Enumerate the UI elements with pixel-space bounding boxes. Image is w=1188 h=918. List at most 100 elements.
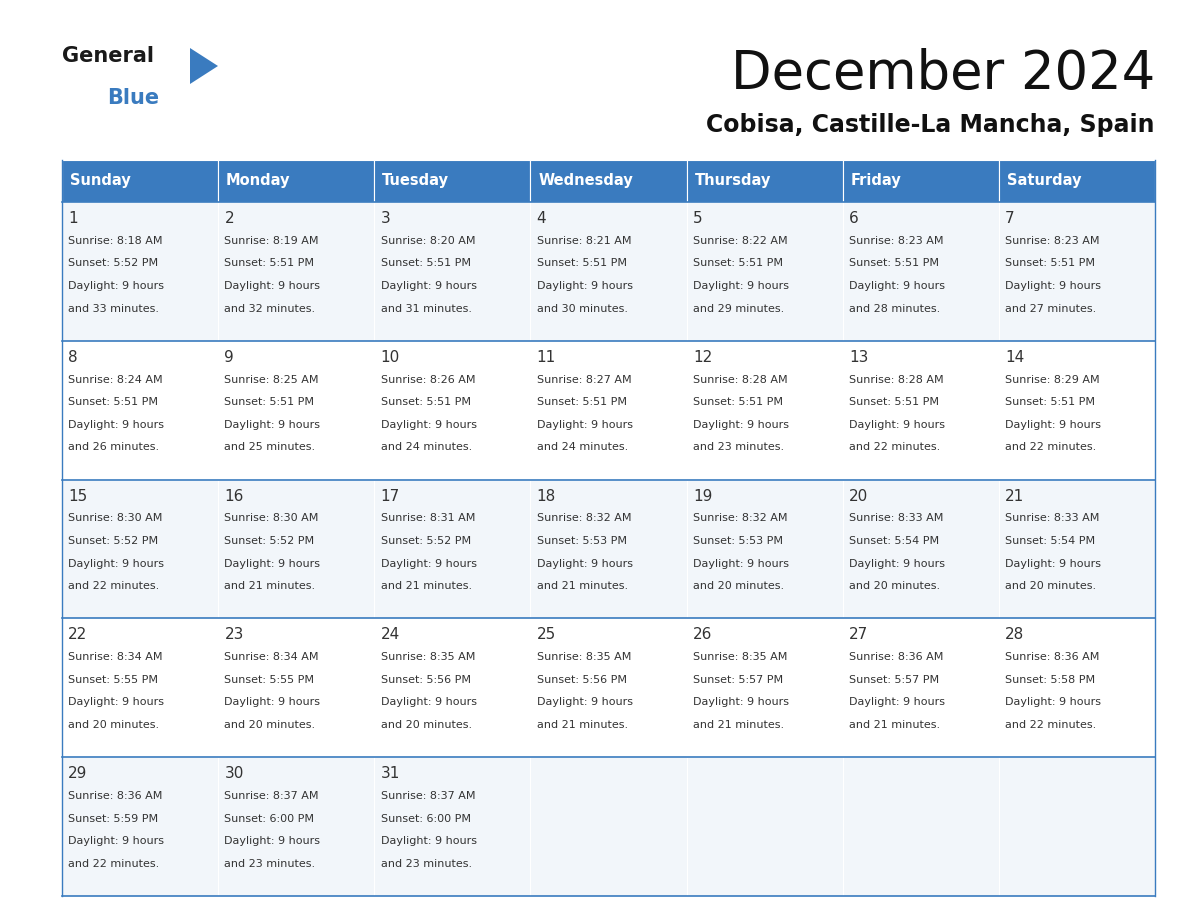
- Bar: [530, 160, 687, 202]
- Text: Sunset: 6:00 PM: Sunset: 6:00 PM: [225, 813, 315, 823]
- Text: Sunset: 5:51 PM: Sunset: 5:51 PM: [1005, 397, 1095, 408]
- Text: Daylight: 9 hours: Daylight: 9 hours: [68, 281, 164, 291]
- Text: and 27 minutes.: and 27 minutes.: [1005, 304, 1097, 314]
- Text: Sunrise: 8:28 AM: Sunrise: 8:28 AM: [849, 375, 943, 385]
- Text: 7: 7: [1005, 211, 1015, 226]
- Text: and 30 minutes.: and 30 minutes.: [537, 304, 627, 314]
- Bar: [62, 341, 219, 479]
- Text: Sunrise: 8:30 AM: Sunrise: 8:30 AM: [68, 513, 163, 523]
- Text: Sunset: 5:54 PM: Sunset: 5:54 PM: [849, 536, 939, 546]
- Text: Daylight: 9 hours: Daylight: 9 hours: [693, 420, 789, 430]
- Text: Thursday: Thursday: [694, 174, 771, 188]
- Text: and 31 minutes.: and 31 minutes.: [380, 304, 472, 314]
- Text: Daylight: 9 hours: Daylight: 9 hours: [693, 281, 789, 291]
- Text: 5: 5: [693, 211, 702, 226]
- Text: and 21 minutes.: and 21 minutes.: [225, 581, 316, 591]
- Text: Daylight: 9 hours: Daylight: 9 hours: [537, 420, 633, 430]
- Text: and 22 minutes.: and 22 minutes.: [68, 581, 159, 591]
- Text: Sunset: 5:56 PM: Sunset: 5:56 PM: [537, 675, 627, 685]
- Text: 9: 9: [225, 350, 234, 364]
- Text: Sunrise: 8:37 AM: Sunrise: 8:37 AM: [225, 791, 318, 801]
- Text: 31: 31: [380, 767, 400, 781]
- Text: Sunset: 6:00 PM: Sunset: 6:00 PM: [380, 813, 470, 823]
- Text: Daylight: 9 hours: Daylight: 9 hours: [1005, 698, 1101, 708]
- Text: Daylight: 9 hours: Daylight: 9 hours: [68, 836, 164, 846]
- Text: Sunset: 5:57 PM: Sunset: 5:57 PM: [849, 675, 939, 685]
- Text: Sunset: 5:51 PM: Sunset: 5:51 PM: [380, 397, 470, 408]
- Text: Sunset: 5:51 PM: Sunset: 5:51 PM: [225, 258, 315, 268]
- Bar: [530, 757, 687, 896]
- Text: Sunset: 5:52 PM: Sunset: 5:52 PM: [380, 536, 470, 546]
- Text: Sunrise: 8:33 AM: Sunrise: 8:33 AM: [1005, 513, 1099, 523]
- Text: 15: 15: [68, 488, 88, 504]
- Text: Sunset: 5:53 PM: Sunset: 5:53 PM: [537, 536, 627, 546]
- Text: Daylight: 9 hours: Daylight: 9 hours: [849, 420, 944, 430]
- Text: Daylight: 9 hours: Daylight: 9 hours: [380, 558, 476, 568]
- Text: Daylight: 9 hours: Daylight: 9 hours: [225, 281, 321, 291]
- Text: and 20 minutes.: and 20 minutes.: [1005, 581, 1097, 591]
- Text: Sunrise: 8:19 AM: Sunrise: 8:19 AM: [225, 236, 318, 246]
- Text: Daylight: 9 hours: Daylight: 9 hours: [68, 698, 164, 708]
- Text: and 22 minutes.: and 22 minutes.: [1005, 720, 1097, 730]
- Text: Sunset: 5:51 PM: Sunset: 5:51 PM: [849, 258, 939, 268]
- Bar: [530, 619, 687, 757]
- Text: 8: 8: [68, 350, 78, 364]
- Text: and 21 minutes.: and 21 minutes.: [693, 720, 784, 730]
- Text: Sunset: 5:52 PM: Sunset: 5:52 PM: [225, 536, 315, 546]
- Bar: [374, 202, 530, 341]
- Text: Sunrise: 8:36 AM: Sunrise: 8:36 AM: [68, 791, 163, 801]
- Text: Daylight: 9 hours: Daylight: 9 hours: [225, 420, 321, 430]
- Bar: [842, 479, 999, 619]
- Text: Wednesday: Wednesday: [538, 174, 633, 188]
- Text: 10: 10: [380, 350, 400, 364]
- Text: Sunrise: 8:24 AM: Sunrise: 8:24 AM: [68, 375, 163, 385]
- Text: Friday: Friday: [851, 174, 902, 188]
- Bar: [999, 160, 1155, 202]
- Text: Daylight: 9 hours: Daylight: 9 hours: [849, 698, 944, 708]
- Text: Sunset: 5:51 PM: Sunset: 5:51 PM: [693, 258, 783, 268]
- Bar: [219, 479, 374, 619]
- Text: December 2024: December 2024: [731, 48, 1155, 100]
- Text: Sunset: 5:55 PM: Sunset: 5:55 PM: [68, 675, 158, 685]
- Bar: [219, 619, 374, 757]
- Bar: [999, 341, 1155, 479]
- Text: Sunrise: 8:18 AM: Sunrise: 8:18 AM: [68, 236, 163, 246]
- Text: Cobisa, Castille-La Mancha, Spain: Cobisa, Castille-La Mancha, Spain: [707, 113, 1155, 137]
- Text: and 33 minutes.: and 33 minutes.: [68, 304, 159, 314]
- Text: 18: 18: [537, 488, 556, 504]
- Bar: [374, 341, 530, 479]
- Text: Daylight: 9 hours: Daylight: 9 hours: [1005, 558, 1101, 568]
- Text: and 20 minutes.: and 20 minutes.: [693, 581, 784, 591]
- Text: Sunrise: 8:35 AM: Sunrise: 8:35 AM: [693, 652, 788, 662]
- Bar: [530, 341, 687, 479]
- Text: Sunset: 5:52 PM: Sunset: 5:52 PM: [68, 536, 158, 546]
- Text: and 22 minutes.: and 22 minutes.: [1005, 442, 1097, 453]
- Text: and 20 minutes.: and 20 minutes.: [380, 720, 472, 730]
- Text: Daylight: 9 hours: Daylight: 9 hours: [537, 558, 633, 568]
- Text: and 22 minutes.: and 22 minutes.: [68, 858, 159, 868]
- Text: Sunrise: 8:35 AM: Sunrise: 8:35 AM: [380, 652, 475, 662]
- Text: Sunrise: 8:36 AM: Sunrise: 8:36 AM: [1005, 652, 1099, 662]
- Text: Sunrise: 8:28 AM: Sunrise: 8:28 AM: [693, 375, 788, 385]
- Bar: [842, 619, 999, 757]
- Text: 27: 27: [849, 627, 868, 643]
- Text: Tuesday: Tuesday: [383, 174, 449, 188]
- Text: Sunset: 5:57 PM: Sunset: 5:57 PM: [693, 675, 783, 685]
- Text: Sunrise: 8:30 AM: Sunrise: 8:30 AM: [225, 513, 318, 523]
- Text: Daylight: 9 hours: Daylight: 9 hours: [693, 698, 789, 708]
- Text: 20: 20: [849, 488, 868, 504]
- Text: 14: 14: [1005, 350, 1024, 364]
- Bar: [842, 757, 999, 896]
- Bar: [687, 341, 842, 479]
- Bar: [62, 160, 219, 202]
- Text: 21: 21: [1005, 488, 1024, 504]
- Text: and 20 minutes.: and 20 minutes.: [225, 720, 316, 730]
- Text: and 21 minutes.: and 21 minutes.: [537, 581, 627, 591]
- Text: Sunrise: 8:23 AM: Sunrise: 8:23 AM: [849, 236, 943, 246]
- Bar: [530, 479, 687, 619]
- Text: Daylight: 9 hours: Daylight: 9 hours: [68, 420, 164, 430]
- Text: Sunrise: 8:32 AM: Sunrise: 8:32 AM: [537, 513, 631, 523]
- Text: Sunset: 5:53 PM: Sunset: 5:53 PM: [693, 536, 783, 546]
- Bar: [999, 619, 1155, 757]
- Text: Sunrise: 8:29 AM: Sunrise: 8:29 AM: [1005, 375, 1100, 385]
